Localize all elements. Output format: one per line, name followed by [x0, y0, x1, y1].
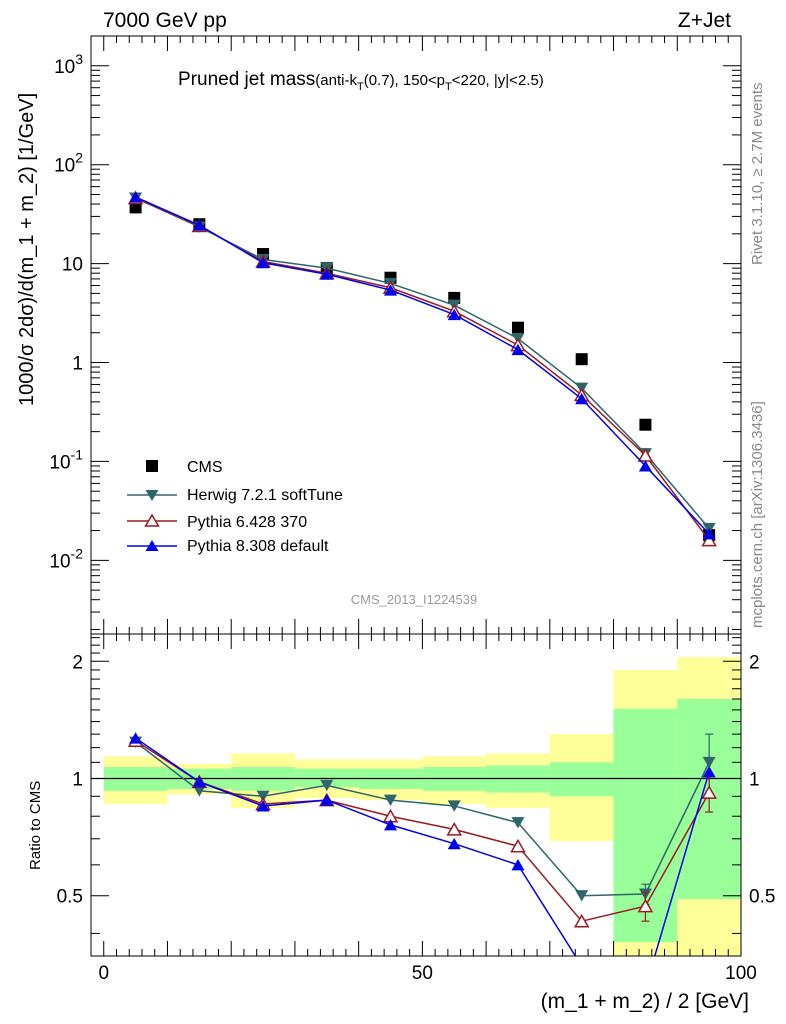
ratio-ytick-label-right: 0.5	[749, 887, 775, 908]
xtick-label: 100	[725, 963, 757, 984]
legend: CMS Herwig 7.2.1 softTune Pythia 6.428 3…	[127, 459, 343, 555]
upper-ytick-label: 1	[72, 354, 83, 375]
upper-ytick-label: 10-1	[49, 446, 83, 473]
legend-label-cms: CMS	[187, 459, 223, 476]
pythia8-ratio-point	[129, 732, 143, 744]
title-sub-sub1: T	[357, 81, 364, 93]
upper-ytick-exp: 2	[75, 150, 83, 166]
xtick-label: 50	[412, 963, 433, 984]
upper-ytick-base: 10	[49, 551, 70, 572]
xlabel: (m_1 + m_2) / 2 [GeV]	[541, 990, 749, 1013]
pythia8-point	[384, 284, 398, 296]
pythia8-point	[575, 392, 589, 405]
pythia8-ratio-point	[511, 859, 525, 871]
legend-marker-pythia6	[144, 513, 160, 527]
title-sub-3: <220, |y|<2.5)	[452, 72, 544, 89]
pythia6-point	[701, 532, 717, 547]
herwig-ratio-point	[447, 800, 461, 812]
cms-point	[511, 321, 524, 334]
pythia8-point	[320, 268, 334, 280]
ratio-ytick-label-left: 0.5	[57, 887, 83, 908]
pythia6-ratio-point	[446, 822, 463, 836]
pythia8-line	[135, 196, 710, 535]
herwig-ratio-point	[511, 817, 525, 829]
ratio-ytick-label-left: 1	[72, 769, 83, 790]
pythia8-ratio-point	[256, 800, 270, 812]
ratio-ytick-label-right: 2	[749, 652, 760, 673]
legend-label-herwig: Herwig 7.2.1 softTune	[187, 487, 343, 504]
ratio-ylabel: Ratio to CMS	[27, 781, 44, 870]
herwig-ratio-point	[702, 756, 716, 769]
ratio-ytick-label-left: 2	[72, 652, 83, 673]
cms-point	[129, 201, 142, 214]
title-sub-sub2: T	[445, 81, 452, 93]
upper-ytick-label: 10	[62, 255, 83, 276]
upper-ytick-exp: -1	[71, 446, 84, 462]
pythia8-ratio-line	[135, 737, 710, 956]
upper-ytick-base: 10	[49, 452, 70, 473]
pythia6-ratio-point	[573, 913, 590, 928]
pythia8-point	[129, 191, 143, 203]
pythia8-point	[192, 219, 206, 231]
process-label: Z+Jet	[678, 9, 731, 32]
analysis-label: CMS_2013_I1224539	[351, 592, 478, 607]
pythia8-point	[447, 308, 461, 321]
mcplots-label: mcplots.cern.ch [arXiv:1306.3436]	[749, 401, 766, 628]
pythia8-ratio-point	[702, 765, 716, 778]
plot-title: Pruned jet mass(anti-kT(0.7), 150<pT<220…	[178, 69, 544, 93]
upper-ytick-base: 10	[54, 57, 75, 78]
title-sub-1: (anti-k	[315, 72, 357, 89]
pythia6-ratio-point	[510, 838, 526, 853]
upper-ytick-label: 102	[54, 150, 83, 177]
ratio-frame	[90, 633, 742, 957]
title-sub-2: (0.7), 150<p	[364, 72, 445, 89]
pythia8-ratio-point	[575, 960, 588, 971]
legend-label-pythia8: Pythia 8.308 default	[187, 538, 329, 555]
legend-marker-pythia8	[145, 540, 159, 551]
cms-point	[639, 418, 652, 431]
xtick-label: 0	[98, 963, 109, 984]
upper-ytick-exp: -2	[71, 545, 84, 561]
legend-marker-cms	[146, 460, 158, 472]
herwig-ratio-point	[575, 890, 589, 902]
upper-ytick-label: 103	[54, 51, 83, 78]
pythia8-ratio-point	[447, 837, 461, 850]
upper-ytick-exp: 3	[75, 51, 83, 67]
upper-ytick-base: 10	[54, 156, 75, 177]
pythia6-ratio-point	[637, 898, 654, 913]
herwig-ratio-point	[320, 779, 334, 792]
pythia8-ratio-point	[320, 794, 334, 806]
pythia6-ratio-line	[135, 740, 710, 923]
upper-ytick-base: 1	[72, 354, 83, 375]
beam-label: 7000 GeV pp	[103, 9, 227, 32]
herwig-ratio-point	[256, 790, 270, 803]
pythia8-ratio-point	[192, 776, 206, 788]
pythia8-ratio-point	[384, 819, 398, 831]
ratio-band-inner	[549, 762, 614, 797]
herwig-line	[135, 197, 710, 529]
upper-ylabel: 1000/σ 2dσ)/d(m_1 + m_2) [1/GeV]	[16, 93, 38, 406]
pythia8-point	[511, 343, 525, 356]
cms-point	[575, 353, 588, 366]
ratio-ytick-label-right: 1	[749, 769, 760, 790]
pythia8-point	[256, 256, 270, 269]
legend-marker-herwig	[145, 490, 159, 501]
upper-ytick-base: 10	[62, 255, 83, 276]
title-main: Pruned jet mass	[178, 69, 315, 90]
upper-ytick-label: 10-2	[49, 545, 83, 572]
rivet-label: Rivet 3.1.10, ≥ 2.7M events	[749, 83, 766, 266]
ratio-panel: 0.5 0.5 1 1 2 2 0 50 100	[57, 633, 775, 984]
legend-label-pythia6: Pythia 6.428 370	[187, 514, 307, 531]
herwig-ratio-point	[384, 794, 398, 806]
pythia8-point	[638, 460, 652, 472]
pythia6-ratio-point	[701, 785, 717, 799]
pythia8-point	[702, 528, 716, 540]
